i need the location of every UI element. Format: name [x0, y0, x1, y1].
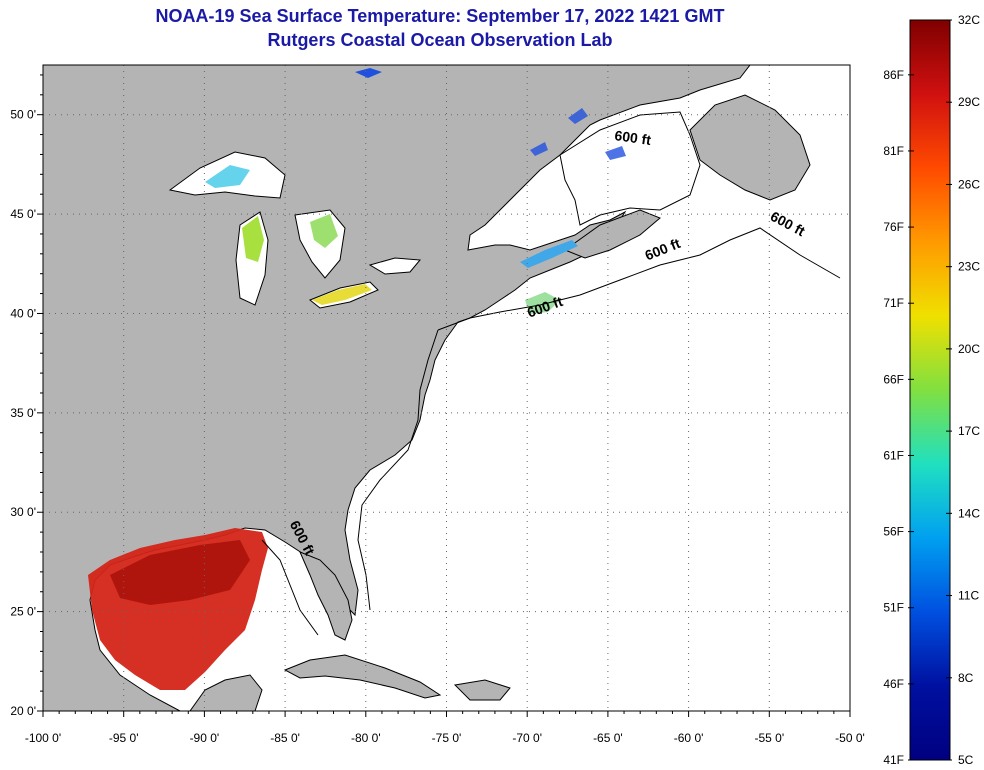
graticule	[43, 65, 850, 711]
nova-scotia-sst	[520, 240, 578, 268]
isobath-label: 600 ft	[614, 127, 653, 148]
longitude-axis: -100 0' -95 0' -90 0' -85 0' -80 0' -75 0' -70…	[25, 711, 865, 745]
colorbar-fahrenheit-label: 71F	[883, 296, 904, 310]
x-tick-label: -100 0'	[25, 731, 61, 745]
gulf-of-st-lawrence	[559, 111, 701, 226]
newfoundland-land	[689, 94, 811, 201]
lake-huron-sst	[310, 214, 338, 248]
y-tick-label: 30 0'	[10, 505, 36, 519]
colorbar-celsius-label: 32C	[958, 13, 980, 27]
x-tick-label: -75 0'	[432, 731, 462, 745]
lake-erie-sst	[312, 284, 372, 305]
lake-michigan-sst	[242, 216, 264, 262]
isobath-600ft-line	[261, 227, 841, 636]
colorbar-fahrenheit-label: 76F	[883, 220, 904, 234]
colorbar-celsius-label: 17C	[958, 424, 980, 438]
y-tick-label: 45 0'	[10, 207, 36, 221]
colorbar-celsius-label: 11C	[958, 589, 979, 603]
colorbar-fahrenheit-label: 46F	[883, 677, 904, 691]
hispaniola-land	[453, 679, 511, 701]
colorbar-celsius-label: 14C	[958, 506, 980, 520]
colorbar-labels: 32C 29C 26C 23C 20C 17C 14C 11C 8C 5C 86F 81F 76F 71F…	[883, 13, 980, 767]
figure-title: NOAA-19 Sea Surface Temperature: Septemb…	[155, 6, 725, 26]
x-tick-label: -85 0'	[270, 731, 300, 745]
x-tick-label: -55 0'	[754, 731, 784, 745]
colorbar-fahrenheit-label: 41F	[883, 753, 904, 767]
y-tick-label: 35 0'	[10, 406, 36, 420]
yucatan-land	[189, 674, 263, 711]
x-tick-label: -70 0'	[512, 731, 542, 745]
colorbar-celsius-label: 20C	[958, 342, 980, 356]
colorbar-fahrenheit-label: 81F	[883, 144, 904, 158]
cold-shelf-sst	[355, 68, 382, 78]
y-tick-label: 25 0'	[10, 605, 36, 619]
figure-subtitle: Rutgers Coastal Ocean Observation Lab	[267, 30, 613, 50]
y-tick-label: 40 0'	[10, 306, 36, 320]
lake-superior-sst	[205, 165, 250, 188]
colorbar-celsius-label: 26C	[958, 177, 980, 191]
colorbar-fahrenheit-label: 56F	[883, 525, 904, 539]
map-layers	[43, 65, 841, 711]
x-tick-label: -95 0'	[109, 731, 139, 745]
y-tick-label: 20 0'	[10, 704, 36, 718]
labrador-cold-sst	[530, 108, 626, 160]
gulf-sst-overlay-warm	[110, 540, 250, 605]
colorbar	[909, 19, 951, 761]
lake-ontario	[368, 257, 422, 275]
colorbar-celsius-label: 23C	[958, 260, 980, 274]
x-tick-label: -65 0'	[593, 731, 623, 745]
colorbar-fahrenheit-label: 61F	[883, 448, 904, 462]
x-tick-label: -90 0'	[190, 731, 220, 745]
florida-peninsula	[299, 551, 353, 641]
colorbar-celsius-label: 8C	[958, 671, 974, 685]
colorbar-celsius-label: 5C	[958, 753, 974, 767]
colorbar-fahrenheit-label: 86F	[883, 68, 904, 82]
y-tick-label: 50 0'	[10, 108, 36, 122]
x-tick-label: -80 0'	[351, 731, 381, 745]
x-tick-label: -50 0'	[835, 731, 865, 745]
latitude-axis: 20 0' 25 0' 30 0' 35 0' 40 0' 45 0' 50 0'	[10, 74, 43, 718]
x-tick-label: -60 0'	[674, 731, 704, 745]
gulf-of-maine-sst	[525, 292, 560, 314]
colorbar-fahrenheit-label: 51F	[883, 601, 904, 615]
colorbar-fahrenheit-label: 66F	[883, 372, 904, 386]
cuba-land	[283, 654, 442, 699]
nova-scotia-land	[563, 209, 661, 259]
colorbar-celsius-label: 29C	[958, 95, 980, 109]
